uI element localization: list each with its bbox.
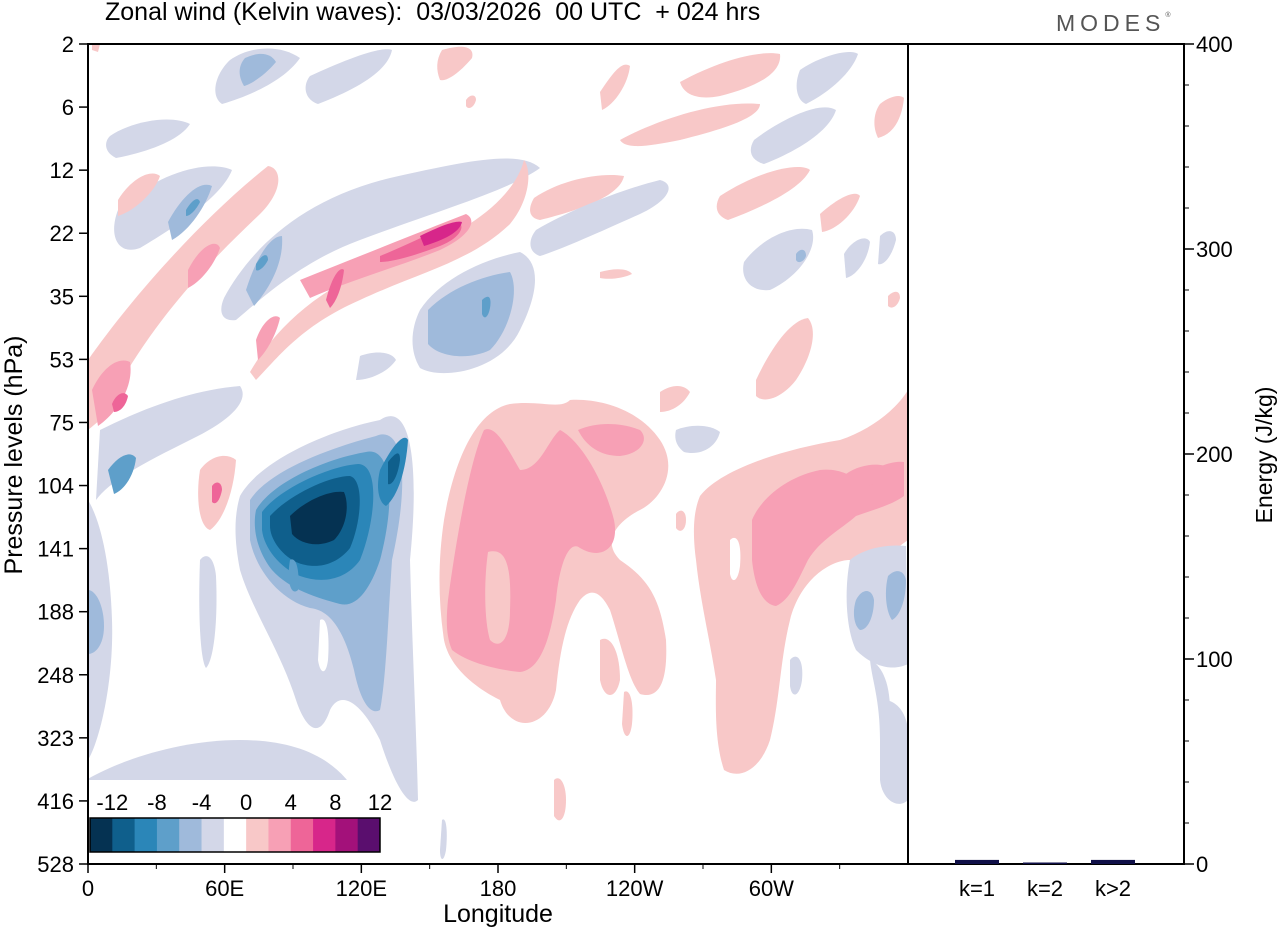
x-tick-label: 120W — [606, 876, 664, 901]
colorbar-swatch — [134, 818, 158, 852]
y-tick-label: 53 — [50, 347, 74, 372]
colorbar-label: 8 — [329, 790, 341, 815]
x-tick-label: 60W — [749, 876, 794, 901]
energy-bar-k=1 — [955, 859, 999, 864]
wind-contour-field — [88, 44, 908, 859]
colorbar-swatch — [156, 818, 180, 852]
energy-tick-label: 100 — [1196, 647, 1233, 672]
energy-axis-label: Energy (J/kg) — [1251, 387, 1277, 524]
energy-category-label: k>2 — [1095, 876, 1131, 901]
x-tick-label: 120E — [336, 876, 387, 901]
colorbar-swatch — [246, 818, 269, 852]
x-tick-label: 180 — [480, 876, 517, 901]
colorbar-swatch — [268, 818, 292, 852]
stratosphere-bands — [92, 44, 904, 164]
y-tick-label: 323 — [37, 726, 74, 751]
logo-text: MODES — [1056, 10, 1166, 36]
y-tick-label: 2 — [62, 32, 74, 57]
y-axis-label: Pressure levels (hPa) — [0, 336, 28, 575]
energy-tick-label: 200 — [1196, 442, 1233, 467]
x-tick-label: 0 — [82, 876, 94, 901]
colorbar-swatch — [179, 818, 203, 852]
energy-frame — [907, 43, 1185, 865]
troposphere-structures — [88, 386, 908, 859]
y-tick-label: 416 — [37, 789, 74, 814]
y-axis: 2 6 12 22 35 53 75 104 141 188 248 323 416 528 — [37, 32, 88, 877]
energy-bar-k=2 — [1023, 862, 1067, 864]
y-tick-label: 12 — [50, 158, 74, 183]
colorbar-swatch — [290, 818, 314, 852]
colorbar-label: 0 — [240, 790, 252, 815]
colorbar-label: 4 — [285, 790, 297, 815]
colorbar-label: -8 — [147, 790, 167, 815]
y-tick-label: 75 — [50, 410, 74, 435]
energy-category-label: k=2 — [1027, 876, 1063, 901]
y-tick-label: 6 — [62, 95, 74, 120]
energy-bar-k>2 — [1091, 859, 1135, 864]
y-tick-label: 104 — [37, 474, 74, 499]
energy-tick-label: 0 — [1196, 852, 1208, 877]
colorbar-label: 12 — [368, 790, 392, 815]
y-tick-label: 35 — [50, 284, 74, 309]
colorbar-border — [89, 817, 381, 853]
y-tick-label: 141 — [37, 537, 74, 562]
colorbar-swatch — [313, 818, 336, 852]
energy-category-label: k=1 — [959, 876, 995, 901]
chart-title: Zonal wind (Kelvin waves): 03/03/2026 00… — [105, 0, 761, 26]
x-axis-label: Longitude — [443, 900, 553, 928]
energy-tick-label: 300 — [1196, 237, 1233, 262]
energy-bars: k=1 k=2 k>2 — [955, 859, 1135, 901]
x-tick-label: 60E — [205, 876, 244, 901]
colorbar: -12 -8 -4 0 4 8 12 — [88, 780, 392, 856]
y-tick-label: 528 — [37, 852, 74, 877]
colorbar-swatch — [357, 818, 381, 852]
energy-tick-label: 400 — [1196, 32, 1233, 57]
modes-logo: MODES® — [1056, 10, 1171, 37]
colorbar-label: -12 — [96, 790, 128, 815]
y-tick-label: 248 — [37, 663, 74, 688]
colorbar-swatch — [201, 818, 225, 852]
colorbar-swatch — [223, 818, 247, 852]
logo-mark: ® — [1165, 12, 1171, 19]
y-tick-label: 188 — [37, 600, 74, 625]
colorbar-swatch — [90, 818, 113, 852]
colorbar-swatch — [335, 818, 359, 852]
energy-axis: 0 100 200 300 400 — [1184, 32, 1233, 877]
x-axis: 0 60E 120E 180 120W 60W — [82, 864, 841, 901]
colorbar-label: -4 — [192, 790, 212, 815]
y-tick-label: 22 — [50, 221, 74, 246]
tilted-wave-bands — [88, 158, 900, 430]
colorbar-swatch — [112, 818, 136, 852]
